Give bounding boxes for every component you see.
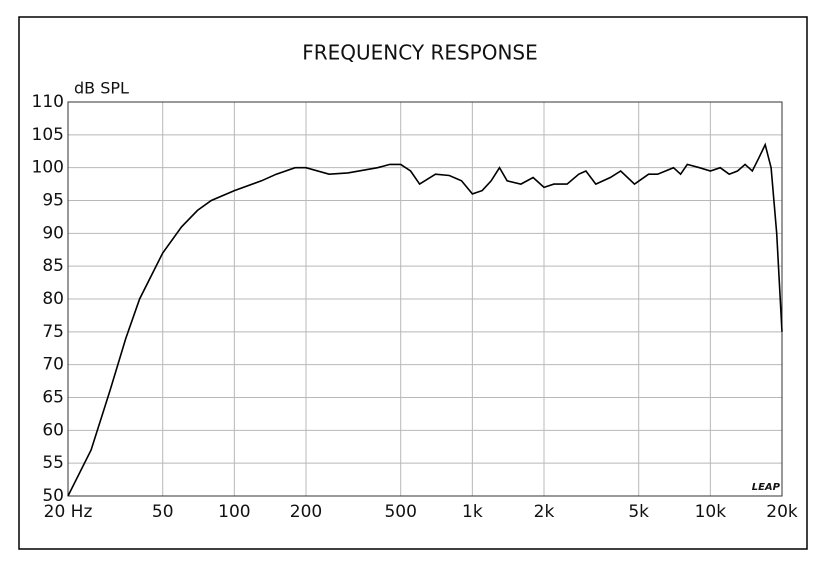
y-tick-label: 105 — [32, 125, 64, 145]
x-tick-label: 500 — [384, 502, 416, 522]
x-tick-label: 10k — [695, 502, 727, 522]
x-tick-label: 20k — [766, 502, 798, 522]
logo: LEAP — [752, 482, 781, 493]
y-tick-label: 65 — [42, 388, 64, 408]
y-tick-label: 70 — [42, 355, 64, 375]
y-tick-label: 75 — [42, 322, 64, 342]
chart-title: FREQUENCY RESPONSE — [302, 41, 538, 65]
x-tick-label: 20 Hz — [44, 502, 93, 522]
plot-border — [67, 101, 783, 497]
y-tick-label: 95 — [42, 191, 64, 211]
y-tick-label: 80 — [42, 289, 64, 309]
y-tick-label: 55 — [42, 453, 64, 473]
y-tick-label: 50 — [42, 486, 64, 506]
y-tick-label: 110 — [32, 92, 64, 112]
y-axis-label: dB SPL — [74, 79, 129, 98]
x-tick-label: 100 — [218, 502, 250, 522]
x-tick-label: 5k — [628, 502, 649, 522]
x-tick-label: 2k — [534, 502, 555, 522]
x-tick-label: 200 — [290, 502, 322, 522]
y-tick-label: 100 — [32, 158, 64, 178]
x-tick-label: 1k — [462, 502, 483, 522]
frame — [18, 16, 808, 550]
y-tick-label: 60 — [42, 420, 64, 440]
response-line — [67, 142, 783, 497]
y-tick-label: 90 — [42, 223, 64, 243]
x-tick-label: 50 — [152, 502, 174, 522]
y-tick-label: 85 — [42, 256, 64, 276]
